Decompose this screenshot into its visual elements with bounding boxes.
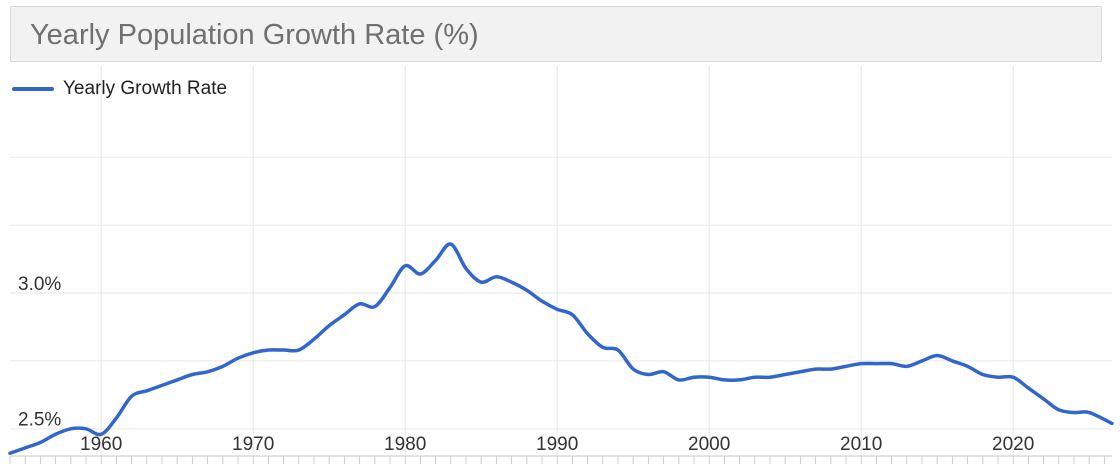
chart-title-bar: Yearly Population Growth Rate (%) (10, 6, 1102, 62)
y-tick-label-2.5: 2.5% (18, 410, 61, 431)
chart-title: Yearly Population Growth Rate (%) (30, 19, 479, 51)
x-tick-label-1980: 1980 (384, 434, 426, 455)
y-tick-label-3: 3.0% (18, 274, 61, 295)
x-tick-label-1990: 1990 (536, 434, 578, 455)
x-tick-label-1970: 1970 (232, 434, 274, 455)
x-tick-label-2010: 2010 (840, 434, 882, 455)
x-tick-label-2000: 2000 (688, 434, 730, 455)
x-tick-label-1960: 1960 (80, 434, 122, 455)
legend-swatch-yearly-growth-rate (12, 87, 54, 91)
x-tick-label-2020: 2020 (992, 434, 1034, 455)
series-line-0[interactable] (8, 242, 1114, 456)
chart-legend[interactable]: Yearly Growth Rate (12, 76, 227, 102)
legend-label-yearly-growth-rate: Yearly Growth Rate (63, 78, 228, 99)
